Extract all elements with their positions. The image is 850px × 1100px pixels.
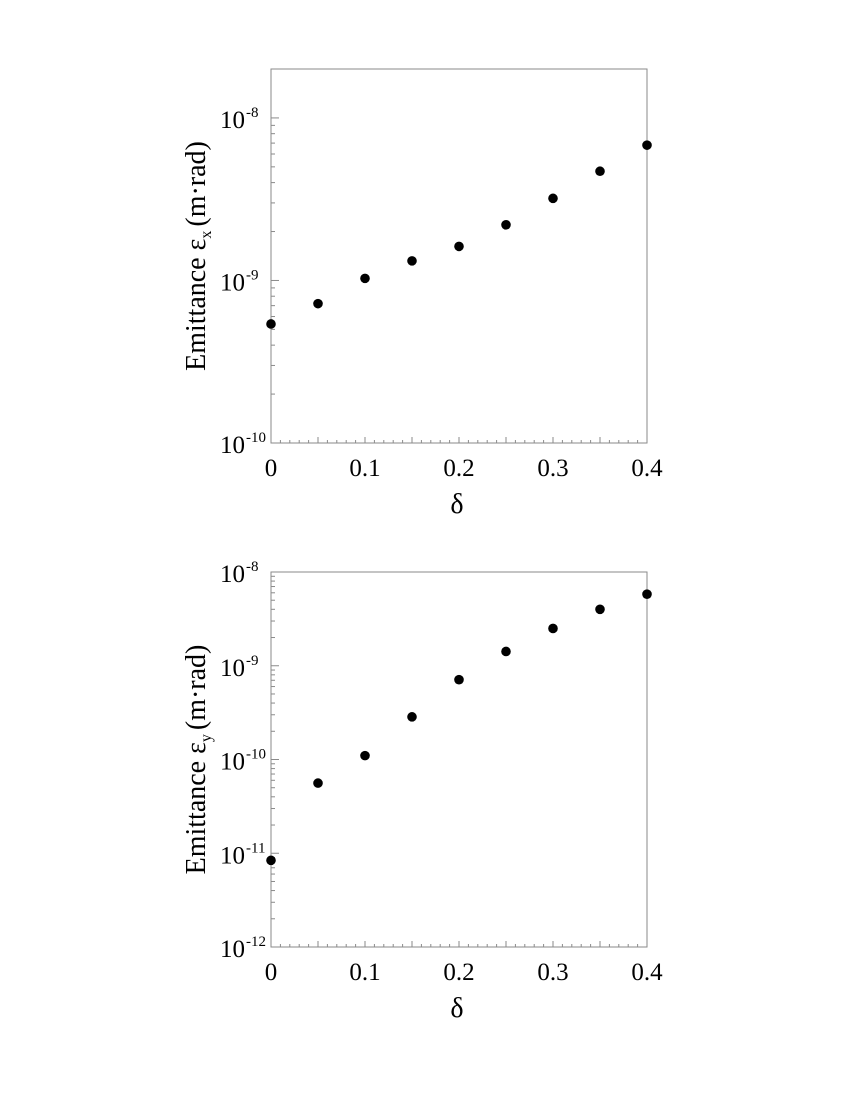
chart-0-y-axis-label-sub: x: [198, 231, 215, 239]
chart-1-plot-frame: [270, 571, 648, 948]
chart-1-y-tick-exponent-1: -11: [246, 840, 265, 856]
chart-0-y-tick-label-0: 10: [220, 432, 245, 459]
chart-1-x-tick-label-1: 0.1: [349, 959, 380, 986]
chart-0-x-tick-label-1: 0.1: [349, 455, 380, 482]
chart-1-data-point-2: [360, 750, 370, 761]
chart-0-y-tick-label-1: 10: [220, 269, 245, 296]
chart-1-data-point-8: [642, 589, 652, 599]
chart-1-y-tick-exponent-3: -9: [246, 653, 259, 669]
chart-1-y-tick-label-1: 10: [220, 842, 245, 869]
chart-1-data-point-0: [266, 855, 276, 866]
chart-1-y-axis-label: Emittance εy (m·rad): [181, 645, 215, 875]
chart-0-data-point-3: [407, 256, 417, 266]
chart-0-x-tick-label-2: 0.2: [443, 455, 474, 482]
chart-1-data-point-7: [595, 604, 605, 615]
chart-0-plot-frame: [270, 68, 648, 444]
chart-1-x-axis-label: δ: [450, 993, 463, 1024]
chart-1-data-point-6: [548, 623, 558, 634]
chart-0-data-point-8: [642, 140, 652, 150]
chart-1-data-point-1: [313, 778, 323, 788]
chart-1-y-tick-exponent-4: -8: [246, 559, 259, 575]
chart-1-y-tick-label-2: 10: [220, 749, 245, 776]
chart-0-y-axis-label: Emittance εx (m·rad): [181, 141, 215, 371]
chart-0-y-tick-label-2: 10: [220, 107, 245, 134]
chart-0-data-point-1: [313, 298, 323, 309]
chart-0-y-tick-exponent-2: -8: [246, 105, 259, 121]
chart-0-data-point-5: [501, 220, 511, 230]
chart-0-data-point-4: [454, 241, 464, 252]
chart-1-x-tick-label-2: 0.2: [443, 959, 474, 986]
chart-0-data-point-7: [595, 166, 605, 177]
chart-1-y-axis-label-main: Emittance ε: [181, 742, 212, 874]
chart-0-y-tick-exponent-0: -10: [246, 430, 266, 446]
chart-0-y-axis-label-main: Emittance ε: [181, 239, 212, 371]
chart-0-y-tick-exponent-1: -9: [246, 267, 259, 283]
chart-1-y-tick-label-3: 10: [220, 655, 245, 682]
chart-1-data-point-5: [501, 646, 511, 657]
chart-0-y-axis-label-unit: (m·rad): [181, 141, 212, 227]
chart-1-y-tick-label-4: 10: [220, 561, 245, 588]
chart-0-data-point-0: [266, 319, 276, 329]
chart-0-x-tick-label-3: 0.3: [537, 455, 568, 482]
chart-1-y-axis-label-unit: (m·rad): [181, 645, 212, 731]
chart-0-x-tick-label-0: 0: [265, 455, 278, 482]
chart-0-x-axis-label: δ: [450, 489, 463, 520]
chart-1-y-tick-label-0: 10: [220, 936, 245, 963]
chart-1-y-tick-exponent-0: -12: [246, 934, 266, 950]
chart-1-data-point-3: [407, 712, 417, 722]
chart-1-x-tick-label-4: 0.4: [631, 959, 663, 986]
chart-1-y-axis-label-sub: y: [198, 734, 215, 742]
chart-1-x-tick-label-0: 0: [265, 959, 278, 986]
chart-0-data-point-6: [548, 193, 558, 204]
chart-0-data-point-2: [360, 273, 370, 284]
chart-1-y-tick-exponent-2: -10: [246, 747, 266, 763]
chart-1-x-tick-label-3: 0.3: [537, 959, 568, 986]
chart-0-x-tick-label-4: 0.4: [631, 455, 663, 482]
chart-1-data-point-4: [454, 674, 464, 685]
